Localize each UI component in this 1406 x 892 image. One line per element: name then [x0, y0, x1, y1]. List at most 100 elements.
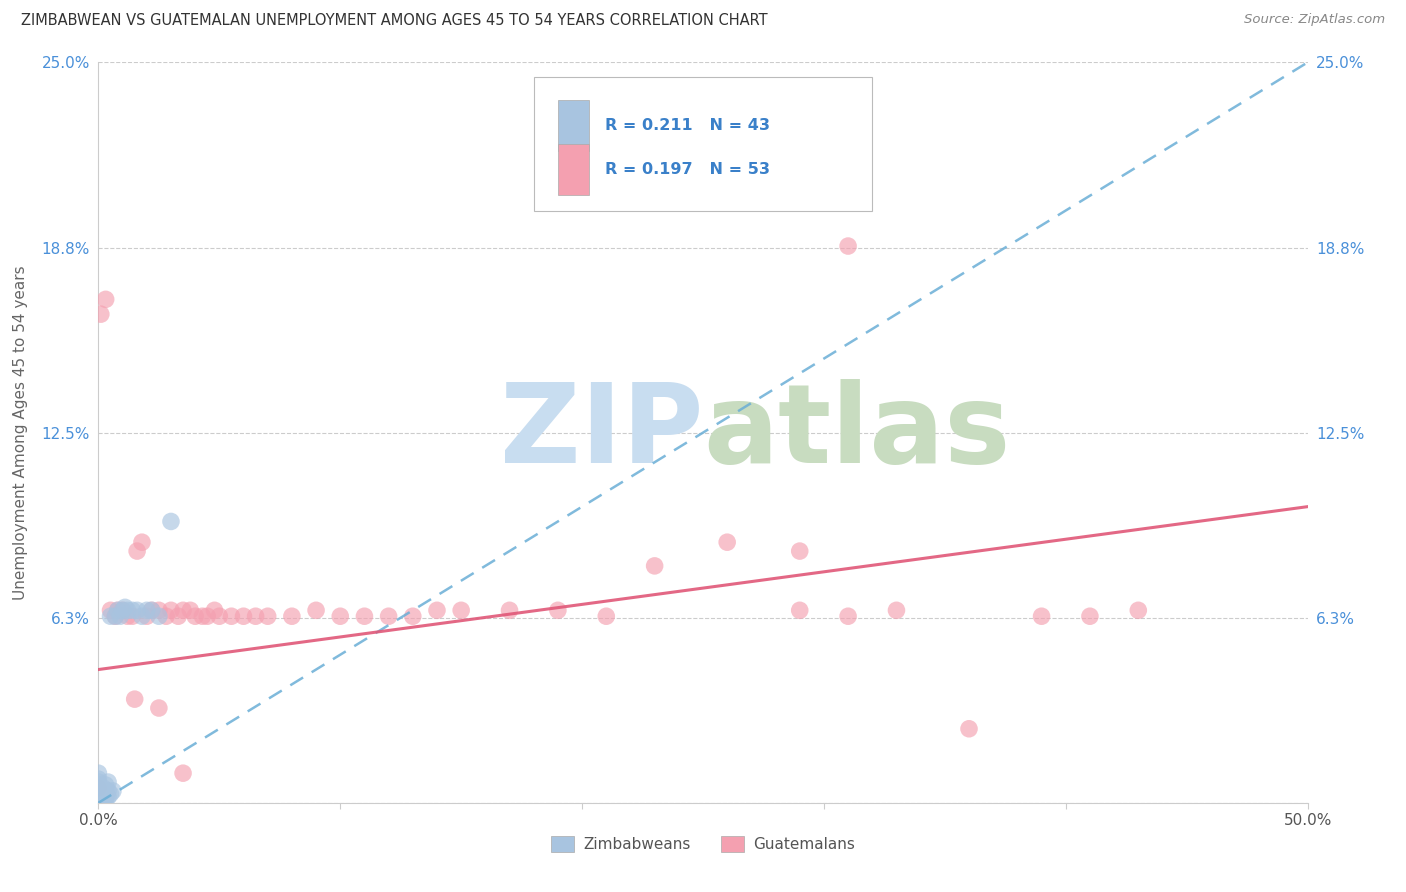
FancyBboxPatch shape — [558, 145, 589, 195]
Point — [644, 558, 666, 573]
Point — [498, 603, 520, 617]
Point — [97, 789, 120, 804]
Point — [124, 692, 146, 706]
Point — [148, 603, 170, 617]
Point — [117, 609, 139, 624]
Point — [716, 535, 738, 549]
Point — [1128, 603, 1150, 617]
Point — [91, 780, 114, 795]
Point — [90, 307, 112, 321]
Text: R = 0.211   N = 43: R = 0.211 N = 43 — [605, 118, 770, 133]
Point — [837, 239, 859, 253]
Point — [100, 603, 122, 617]
Point — [87, 793, 110, 807]
Point — [256, 609, 278, 624]
Point — [141, 603, 163, 617]
Point — [886, 603, 908, 617]
Point — [91, 793, 114, 807]
Point — [117, 603, 139, 617]
Point — [450, 603, 472, 617]
Text: ZIP: ZIP — [499, 379, 703, 486]
Point — [108, 609, 131, 624]
FancyBboxPatch shape — [534, 78, 872, 211]
Point — [172, 766, 194, 780]
Point — [90, 780, 112, 795]
Point — [94, 789, 117, 804]
Point — [1031, 609, 1053, 624]
Point — [107, 603, 129, 617]
Point — [329, 609, 352, 624]
Point — [87, 796, 110, 810]
Point — [167, 609, 190, 624]
Point — [957, 722, 980, 736]
Point — [837, 609, 859, 624]
Point — [87, 780, 110, 795]
Point — [114, 600, 136, 615]
Point — [191, 609, 214, 624]
FancyBboxPatch shape — [558, 100, 589, 151]
Point — [184, 609, 207, 624]
Text: R = 0.197   N = 53: R = 0.197 N = 53 — [605, 162, 770, 178]
Point — [121, 603, 143, 617]
Point — [87, 787, 110, 801]
Point — [204, 603, 226, 617]
Text: atlas: atlas — [703, 379, 1011, 486]
Point — [97, 775, 120, 789]
Point — [1078, 609, 1101, 624]
Point — [789, 603, 811, 617]
Point — [87, 775, 110, 789]
Point — [232, 609, 254, 624]
Point — [208, 609, 231, 624]
Point — [94, 784, 117, 798]
Y-axis label: Unemployment Among Ages 45 to 54 years: Unemployment Among Ages 45 to 54 years — [13, 265, 28, 600]
Point — [94, 778, 117, 792]
Point — [160, 603, 183, 617]
Point — [87, 766, 110, 780]
Point — [90, 793, 112, 807]
Point — [377, 609, 399, 624]
Point — [155, 609, 177, 624]
Point — [87, 780, 110, 795]
Point — [90, 796, 112, 810]
Point — [111, 603, 134, 617]
Point — [135, 609, 157, 624]
Point — [305, 603, 328, 617]
Point — [107, 603, 129, 617]
Point — [87, 784, 110, 798]
Point — [87, 772, 110, 786]
Point — [245, 609, 267, 624]
Point — [595, 609, 617, 624]
Point — [141, 603, 163, 617]
Point — [789, 544, 811, 558]
Point — [91, 787, 114, 801]
Point — [402, 609, 425, 624]
Point — [148, 609, 170, 624]
Point — [195, 609, 218, 624]
Point — [547, 603, 569, 617]
Point — [100, 609, 122, 624]
Point — [135, 603, 157, 617]
Point — [104, 609, 127, 624]
Point — [160, 515, 183, 529]
Point — [131, 535, 153, 549]
Point — [91, 789, 114, 804]
Point — [90, 789, 112, 804]
Legend: Zimbabweans, Guatemalans: Zimbabweans, Guatemalans — [546, 830, 860, 858]
Point — [179, 603, 201, 617]
Point — [121, 609, 143, 624]
Point — [100, 787, 122, 801]
Text: ZIMBABWEAN VS GUATEMALAN UNEMPLOYMENT AMONG AGES 45 TO 54 YEARS CORRELATION CHAR: ZIMBABWEAN VS GUATEMALAN UNEMPLOYMENT AM… — [21, 13, 768, 29]
Point — [94, 293, 117, 307]
Point — [94, 793, 117, 807]
Point — [90, 784, 112, 798]
Point — [281, 609, 304, 624]
Point — [221, 609, 243, 624]
Point — [148, 701, 170, 715]
Point — [87, 778, 110, 792]
Point — [87, 789, 110, 804]
Point — [353, 609, 375, 624]
Point — [172, 603, 194, 617]
Point — [101, 784, 124, 798]
Point — [111, 603, 134, 617]
Point — [127, 603, 149, 617]
